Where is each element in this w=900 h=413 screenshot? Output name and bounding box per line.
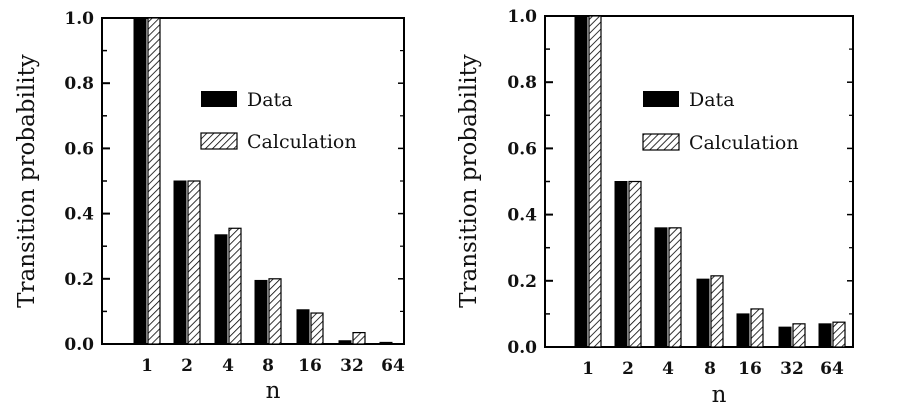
y-tick-label: 1.0 [507,7,537,27]
x-tick-label: 1 [141,356,153,376]
bar-data [574,15,588,348]
bar-calculation [832,321,846,348]
y-tick-label: 0.4 [507,206,537,226]
x-tick-label: 16 [298,356,322,376]
bar-data [133,17,147,345]
bar-calculation [228,227,242,345]
y-tick-label: 0.6 [64,139,94,159]
x-tick-label: 32 [780,359,804,379]
legend-swatch-calculation [200,132,238,150]
bar-calculation [352,331,366,345]
bar-data [379,341,393,345]
bar-data [736,313,750,348]
bar-data [254,279,268,345]
bar-calculation [310,312,324,345]
y-axis-title: Transition probability [14,54,40,308]
y-tick-label: 0.2 [64,270,94,290]
legend-label-data: Data [247,89,293,111]
bar-data [338,340,352,345]
legend-label-calculation: Calculation [689,132,799,154]
x-axis-title: n [266,378,281,404]
y-tick-label: 0.4 [64,205,94,225]
x-tick-label: 8 [704,359,716,379]
x-tick-label: 32 [340,356,364,376]
x-tick-label: 64 [381,356,405,376]
bar-data [173,180,187,345]
x-tick-label: 64 [820,359,844,379]
legend-swatch-data [201,91,237,107]
legend-label-data: Data [689,89,735,111]
y-tick-label: 0.8 [507,73,537,93]
y-tick-label: 0.0 [64,335,94,355]
bar-calculation [750,308,764,348]
x-axis-title: n [712,382,727,408]
legend-label-calculation: Calculation [247,131,357,153]
y-tick-label: 1.0 [64,9,94,29]
y-tick-label: 0.2 [507,272,537,292]
x-tick-label: 1 [582,359,594,379]
bar-data [214,234,228,345]
x-tick-label: 4 [222,356,234,376]
y-tick-label: 0.8 [64,74,94,94]
x-tick-label: 16 [738,359,762,379]
bar-data [296,309,310,345]
bar-data [654,227,668,348]
bar-data [614,181,628,348]
bar-data [818,323,832,348]
x-tick-label: 4 [662,359,674,379]
legend-swatch-data [643,91,679,107]
bar-calculation [792,323,806,348]
bar-data [778,326,792,348]
y-tick-label: 0.6 [507,139,537,159]
bar-data [696,278,710,348]
x-tick-label: 2 [181,356,193,376]
plot-frame [101,17,405,345]
bar-calculation [710,275,724,348]
bar-calculation [588,15,602,348]
x-tick-label: 2 [622,359,634,379]
bar-calculation [268,278,282,345]
bar-calculation [147,17,161,345]
y-tick-label: 0.0 [507,338,537,358]
bar-calculation [187,180,201,345]
bar-calculation [668,227,682,348]
bar-calculation [628,180,642,348]
y-axis-title: Transition probability [456,54,482,308]
legend-swatch-calculation [642,133,680,151]
x-tick-label: 8 [262,356,274,376]
